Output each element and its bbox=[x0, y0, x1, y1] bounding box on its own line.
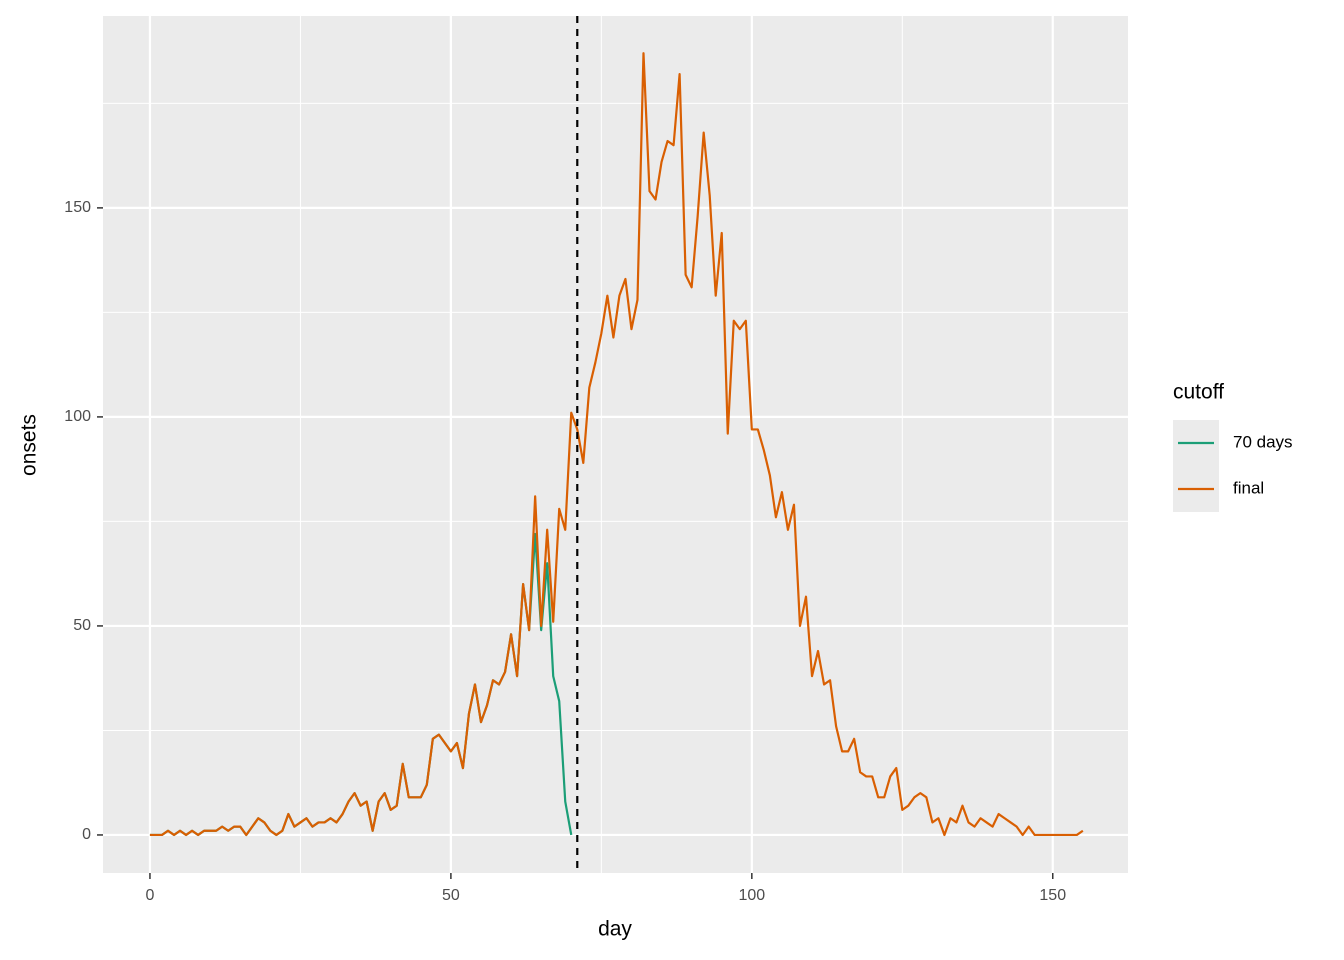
legend-label: 70 days bbox=[1233, 432, 1293, 451]
panel bbox=[103, 16, 1128, 873]
legend-label: final bbox=[1233, 478, 1264, 497]
x-tick-label: 0 bbox=[145, 887, 154, 904]
x-tick-label: 50 bbox=[442, 887, 460, 904]
x-axis-title: day bbox=[598, 918, 632, 941]
x-tick-label: 150 bbox=[1039, 887, 1066, 904]
y-tick-label: 100 bbox=[64, 408, 91, 425]
y-axis-title: onsets bbox=[18, 414, 41, 476]
y-tick-label: 0 bbox=[82, 826, 91, 843]
series-line bbox=[149, 52, 1084, 837]
y-tick-label: 50 bbox=[73, 617, 91, 634]
y-tick-label: 150 bbox=[64, 199, 91, 216]
x-tick-label: 100 bbox=[738, 887, 765, 904]
legend-title: cutoff bbox=[1173, 381, 1224, 404]
legend-key-bg bbox=[1173, 420, 1219, 512]
